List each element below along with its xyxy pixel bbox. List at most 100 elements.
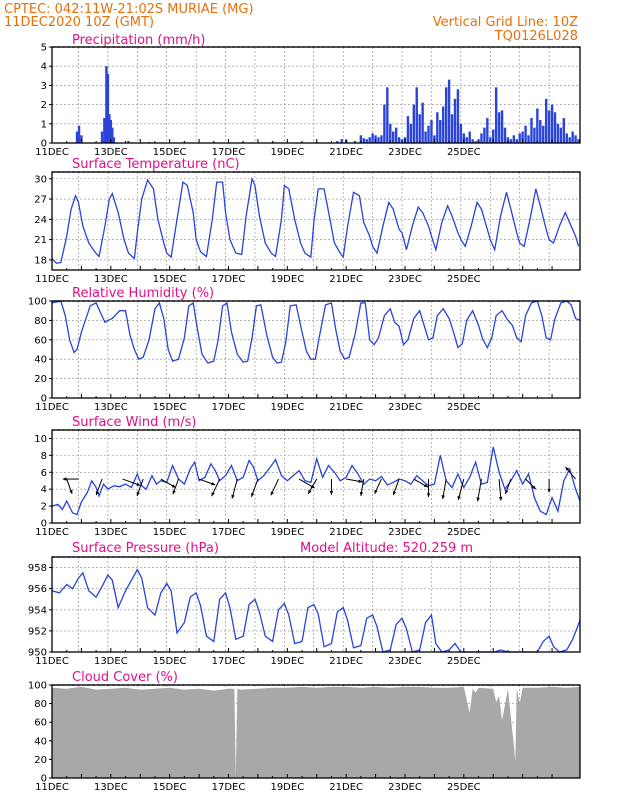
precip-bar xyxy=(503,127,507,143)
precip-bar xyxy=(75,131,79,143)
wind-xtick-label: 19DEC xyxy=(270,527,304,538)
precip-bar xyxy=(112,137,115,143)
wind-xtick-label: 25DEC xyxy=(447,527,481,538)
wind-arrow-head xyxy=(308,489,312,494)
press-ytick-label: 950 xyxy=(28,648,47,659)
rh-ytick-label: 0 xyxy=(41,394,47,405)
precip-bar xyxy=(427,125,430,143)
temp-line xyxy=(51,176,580,264)
press-model-altitude: Model Altitude: 520.259 m xyxy=(300,541,473,556)
precip-frame xyxy=(51,46,581,144)
precip-xtick-label: 25DEC xyxy=(447,147,481,158)
wind-arrow-head xyxy=(95,491,100,496)
precip-bar xyxy=(359,135,363,143)
precip-bar xyxy=(486,118,489,143)
header-date: 11DEC2020 10Z (GMT) xyxy=(4,15,154,30)
precip-bar xyxy=(103,118,106,143)
precip-bar xyxy=(489,137,492,143)
wind-ytick-label: 8 xyxy=(41,451,47,462)
precip-bar xyxy=(127,141,130,143)
precip-bar xyxy=(459,123,463,143)
precip-bar xyxy=(105,66,108,143)
precip-bar xyxy=(474,141,477,143)
wind-arrow-head xyxy=(171,484,176,488)
wind-ytick-label: 6 xyxy=(41,468,47,479)
press-xtick-label: 15DEC xyxy=(153,656,187,667)
precip-bar xyxy=(480,133,483,143)
precip-bar xyxy=(406,116,410,143)
header: CPTEC: 042:11W-21:02S MURIAE (MG) 11DEC2… xyxy=(4,2,578,44)
temp-ytick-label: 30 xyxy=(34,174,47,185)
cloud-xtick-label: 19DEC xyxy=(270,782,304,793)
temp-ytick-label: 18 xyxy=(34,255,47,266)
rh-frame xyxy=(51,300,581,399)
precip-bar xyxy=(386,87,389,143)
precip-bar xyxy=(533,127,536,143)
precip-bar xyxy=(450,114,454,143)
wind-ytick-label: 10 xyxy=(34,434,47,445)
cloud-xtick-label: 21DEC xyxy=(329,782,363,793)
temp-xtick-label: 17DEC xyxy=(212,274,246,285)
precip-bar xyxy=(377,137,380,143)
precip-bar xyxy=(500,110,504,143)
wind-arrow-head xyxy=(374,489,378,494)
press-xtick-label: 23DEC xyxy=(388,656,422,667)
precip-bar xyxy=(400,139,404,143)
precip-title: Precipitation (mm/h) xyxy=(72,33,205,48)
wind-xtick-label: 17DEC xyxy=(212,527,246,538)
precip-ytick-label: 5 xyxy=(41,43,47,54)
wind-arrow-head xyxy=(251,492,255,497)
wind-arrow-head xyxy=(359,492,364,496)
temp-ytick-label: 21 xyxy=(34,235,47,246)
precip-bar xyxy=(527,135,530,143)
rh-ytick-label: 100 xyxy=(28,297,47,308)
wind-arrow-head xyxy=(211,492,215,497)
wind-arrow-head xyxy=(231,494,235,499)
precip-bar xyxy=(380,135,383,143)
cloud-ytick-label: 100 xyxy=(28,681,47,692)
precip-bar xyxy=(539,119,542,143)
wind-arrow-head xyxy=(329,491,334,495)
wind-arrow-head xyxy=(211,482,216,486)
precip-bar xyxy=(397,137,401,143)
rh-ytick-label: 60 xyxy=(34,335,47,346)
wind-arrow-head xyxy=(476,497,480,502)
wind-arrow-head xyxy=(505,489,509,494)
precip-bar xyxy=(509,139,513,143)
precip-bar xyxy=(340,139,343,143)
precip-bar xyxy=(471,139,474,143)
cloud-ytick-label: 40 xyxy=(34,736,47,747)
precip-bar xyxy=(456,89,460,143)
panel-press: Surface Pressure (hPa) Model Altitude: 52… xyxy=(28,541,581,667)
precip-xtick-label: 11DEC xyxy=(35,147,69,158)
precip-bar xyxy=(389,123,392,143)
press-ytick-label: 958 xyxy=(28,563,47,574)
rh-xtick-label: 25DEC xyxy=(447,402,481,413)
wind-ytick-label: 2 xyxy=(41,502,47,513)
cloud-area xyxy=(52,686,580,778)
wind-arrow xyxy=(477,478,482,502)
temp-xtick-label: 15DEC xyxy=(153,274,187,285)
header-model: TQ0126L028 xyxy=(494,29,578,44)
temp-xtick-label: 11DEC xyxy=(35,274,69,285)
cloud-xtick-label: 11DEC xyxy=(35,782,69,793)
precip-xtick-label: 19DEC xyxy=(270,147,304,158)
precip-bar xyxy=(521,131,524,143)
wind-arrow-head xyxy=(531,485,536,490)
press-ytick-label: 956 xyxy=(28,584,47,595)
precip-bar xyxy=(506,137,510,143)
wind-ytick-label: 4 xyxy=(41,485,47,496)
precip-bar xyxy=(415,87,418,143)
precip-ytick-label: 4 xyxy=(41,62,47,73)
header-station: CPTEC: 042:11W-21:02S MURIAE (MG) xyxy=(4,2,254,17)
temp-xtick-label: 23DEC xyxy=(388,274,422,285)
rh-line xyxy=(51,300,581,364)
wind-xtick-label: 21DEC xyxy=(329,527,363,538)
precip-bar xyxy=(515,139,518,143)
wind-xtick-label: 11DEC xyxy=(35,527,69,538)
wind-arrow-head xyxy=(441,495,445,499)
precip-bar xyxy=(530,118,533,143)
wind-frame xyxy=(51,429,581,524)
precip-bar xyxy=(77,125,81,143)
precip-bar xyxy=(424,131,427,143)
